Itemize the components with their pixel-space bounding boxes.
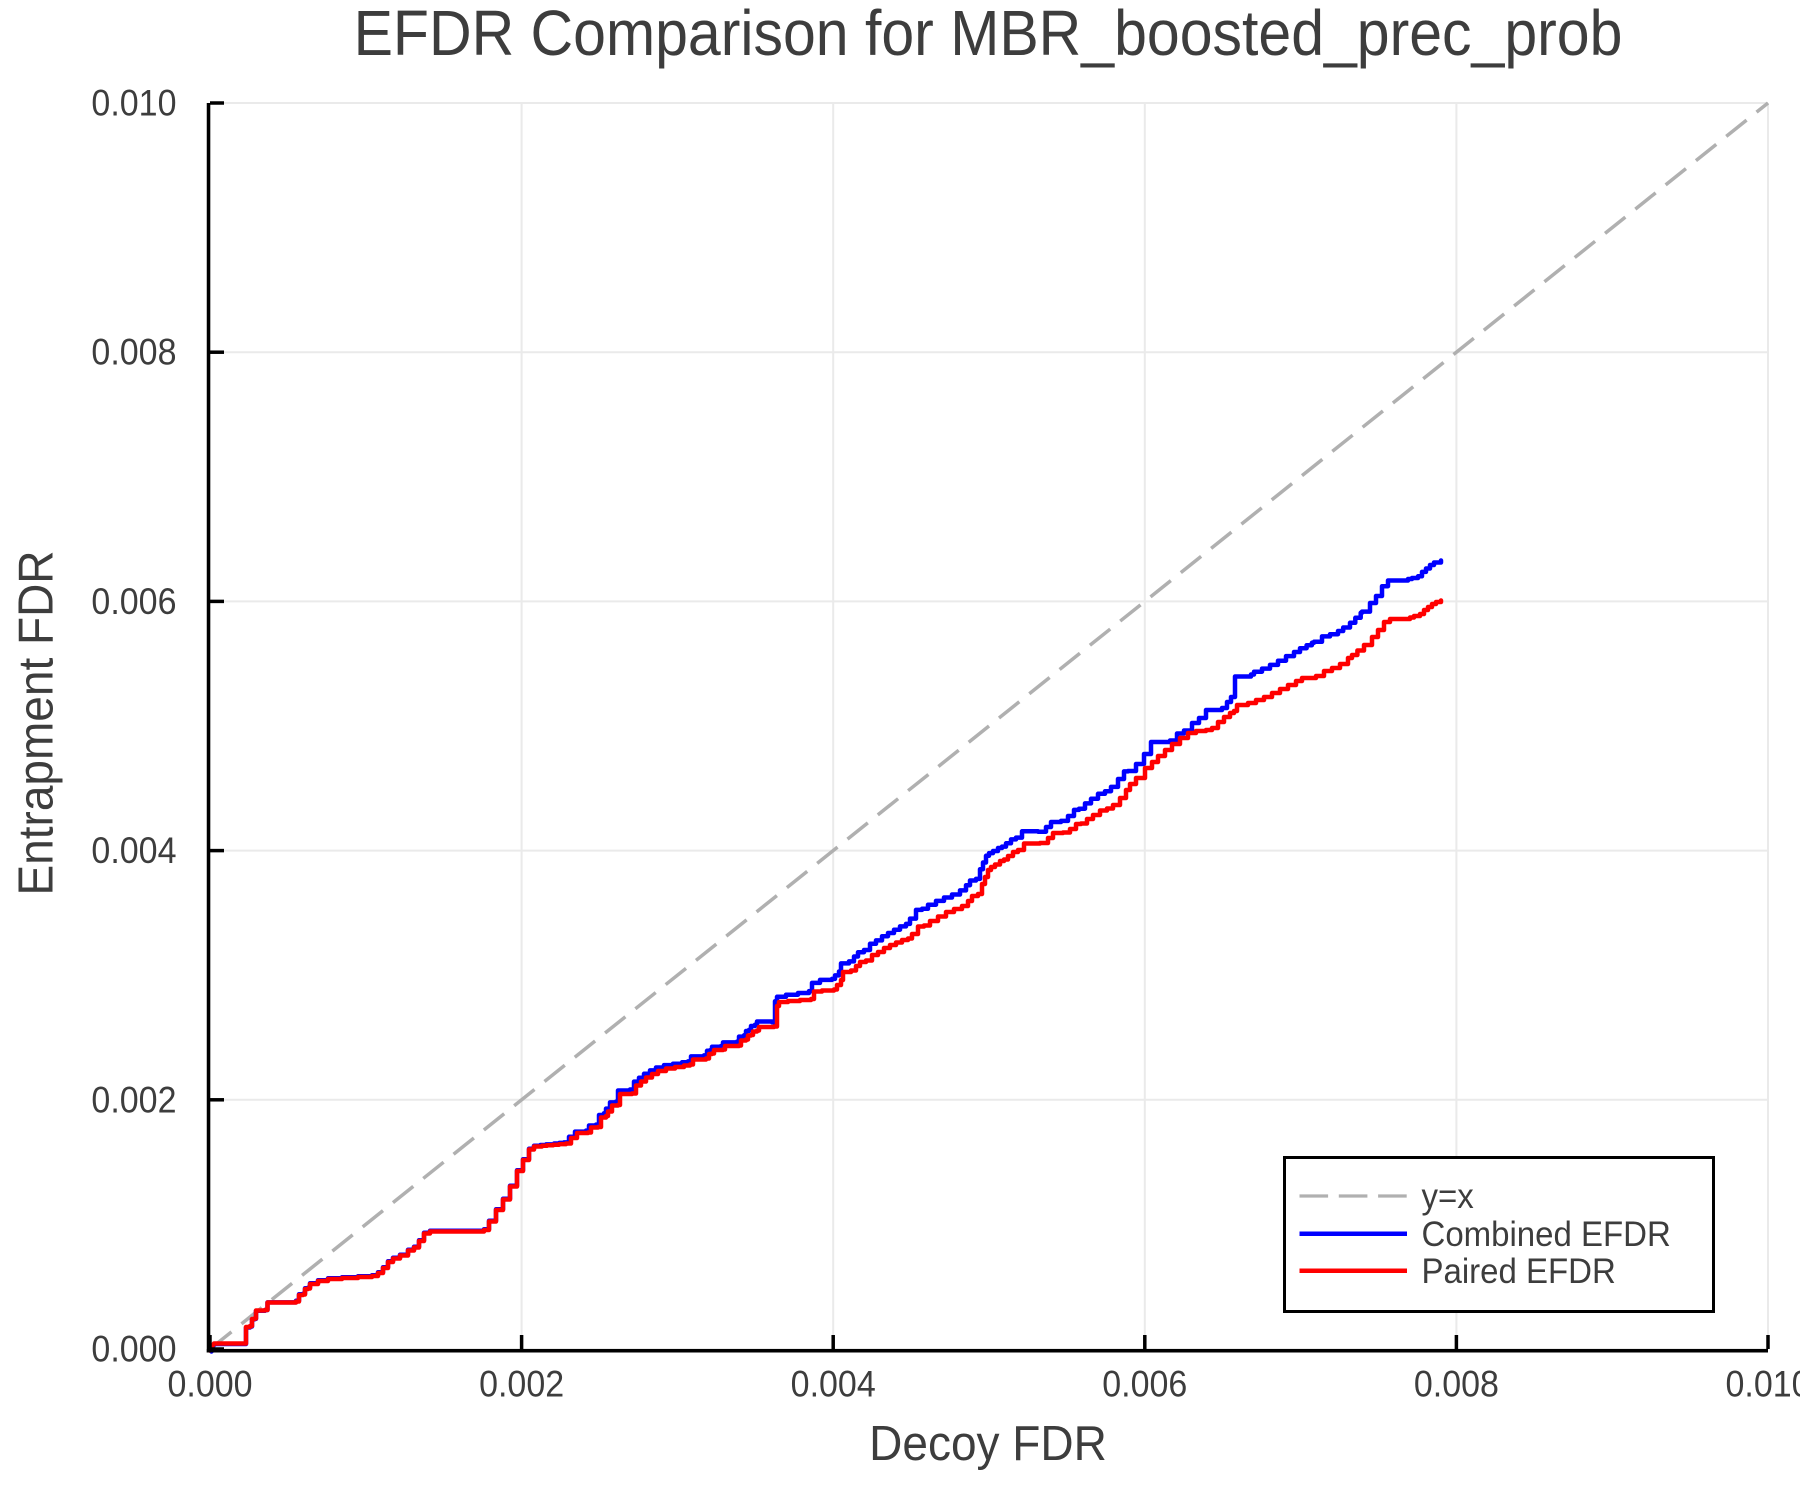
svg-text:Decoy FDR: Decoy FDR xyxy=(869,1417,1107,1472)
svg-text:Entrapment FDR: Entrapment FDR xyxy=(9,550,64,895)
svg-text:0.008: 0.008 xyxy=(91,333,176,373)
svg-text:0.000: 0.000 xyxy=(91,1329,176,1369)
svg-text:0.006: 0.006 xyxy=(91,582,176,622)
svg-text:0.010: 0.010 xyxy=(91,83,176,123)
svg-text:0.004: 0.004 xyxy=(791,1364,876,1404)
svg-text:0.000: 0.000 xyxy=(167,1364,252,1404)
svg-text:Paired EFDR: Paired EFDR xyxy=(1422,1252,1616,1291)
svg-text:0.006: 0.006 xyxy=(1102,1364,1187,1404)
svg-text:0.004: 0.004 xyxy=(91,831,176,871)
svg-text:0.010: 0.010 xyxy=(1725,1364,1800,1404)
svg-text:0.008: 0.008 xyxy=(1414,1364,1499,1404)
svg-text:y=x: y=x xyxy=(1422,1177,1474,1216)
svg-text:EFDR Comparison for MBR_booste: EFDR Comparison for MBR_boosted_prec_pro… xyxy=(354,0,1623,70)
svg-text:Combined EFDR: Combined EFDR xyxy=(1422,1215,1671,1254)
svg-text:0.002: 0.002 xyxy=(479,1364,564,1404)
svg-text:0.002: 0.002 xyxy=(91,1080,176,1120)
